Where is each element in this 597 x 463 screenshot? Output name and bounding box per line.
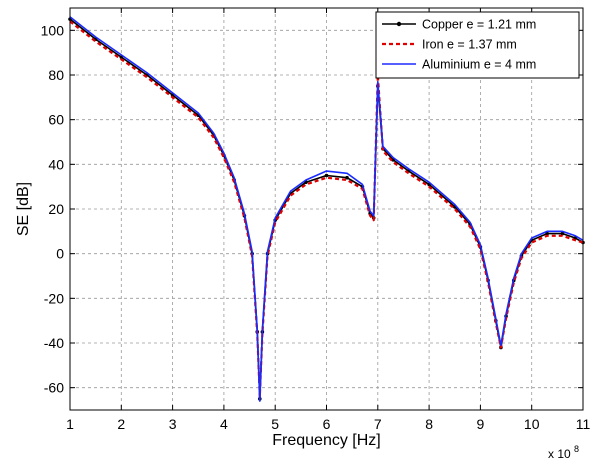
y-tick-label: -60 <box>44 380 64 396</box>
x-tick-label: 11 <box>576 416 591 432</box>
series-marker <box>545 231 549 236</box>
y-tick-labels: -60 -40 -20 0 20 40 60 80 100 <box>41 22 65 395</box>
grid-lines <box>70 8 583 410</box>
x-tick-label: 3 <box>169 416 177 432</box>
x-multiplier-exponent: 8 <box>574 444 579 454</box>
y-tick-label: 80 <box>48 67 64 83</box>
y-tick-label: 60 <box>48 112 64 128</box>
x-multiplier-base: x 10 <box>548 447 571 461</box>
y-tick-label: -20 <box>44 290 64 306</box>
series-marker <box>345 175 349 180</box>
series-marker <box>560 231 565 236</box>
x-axis-multiplier: x 10 8 <box>548 444 579 461</box>
series-lines <box>68 16 585 402</box>
legend-box <box>375 11 580 79</box>
x-tick-label: 2 <box>117 416 125 432</box>
y-tick-label: 100 <box>41 22 65 38</box>
x-axis-title: Frequency [Hz] <box>272 432 380 449</box>
legend-marker <box>396 21 402 27</box>
series-line-2 <box>69 20 584 398</box>
x-tick-label: 10 <box>524 416 540 432</box>
legend-label: Aluminium e = 4 mm <box>422 58 536 72</box>
legend: Copper e = 1.21 mm Iron e = 1.37 mm Alumin… <box>375 11 580 79</box>
x-tick-label: 6 <box>323 416 331 432</box>
y-tick-label: 0 <box>56 246 64 262</box>
x-tick-label: 7 <box>374 416 382 432</box>
series-marker <box>324 173 329 178</box>
legend-label: Copper e = 1.21 mm <box>422 18 536 32</box>
x-tick-label: 1 <box>66 416 74 432</box>
x-tick-label: 9 <box>477 416 485 432</box>
x-tick-label: 4 <box>220 416 228 432</box>
legend-label: Iron e = 1.37 mm <box>422 38 517 52</box>
y-axis-title: SE [dB] <box>15 182 32 236</box>
x-tick-labels: 1 2 3 4 5 6 7 8 9 10 11 <box>66 416 590 432</box>
x-tick-label: 5 <box>271 416 279 432</box>
y-tick-label: -40 <box>44 335 64 351</box>
series-line-3 <box>69 16 584 402</box>
y-tick-label: 20 <box>48 201 64 217</box>
y-tick-label: 40 <box>48 156 64 172</box>
x-tick-label: 8 <box>425 416 433 432</box>
